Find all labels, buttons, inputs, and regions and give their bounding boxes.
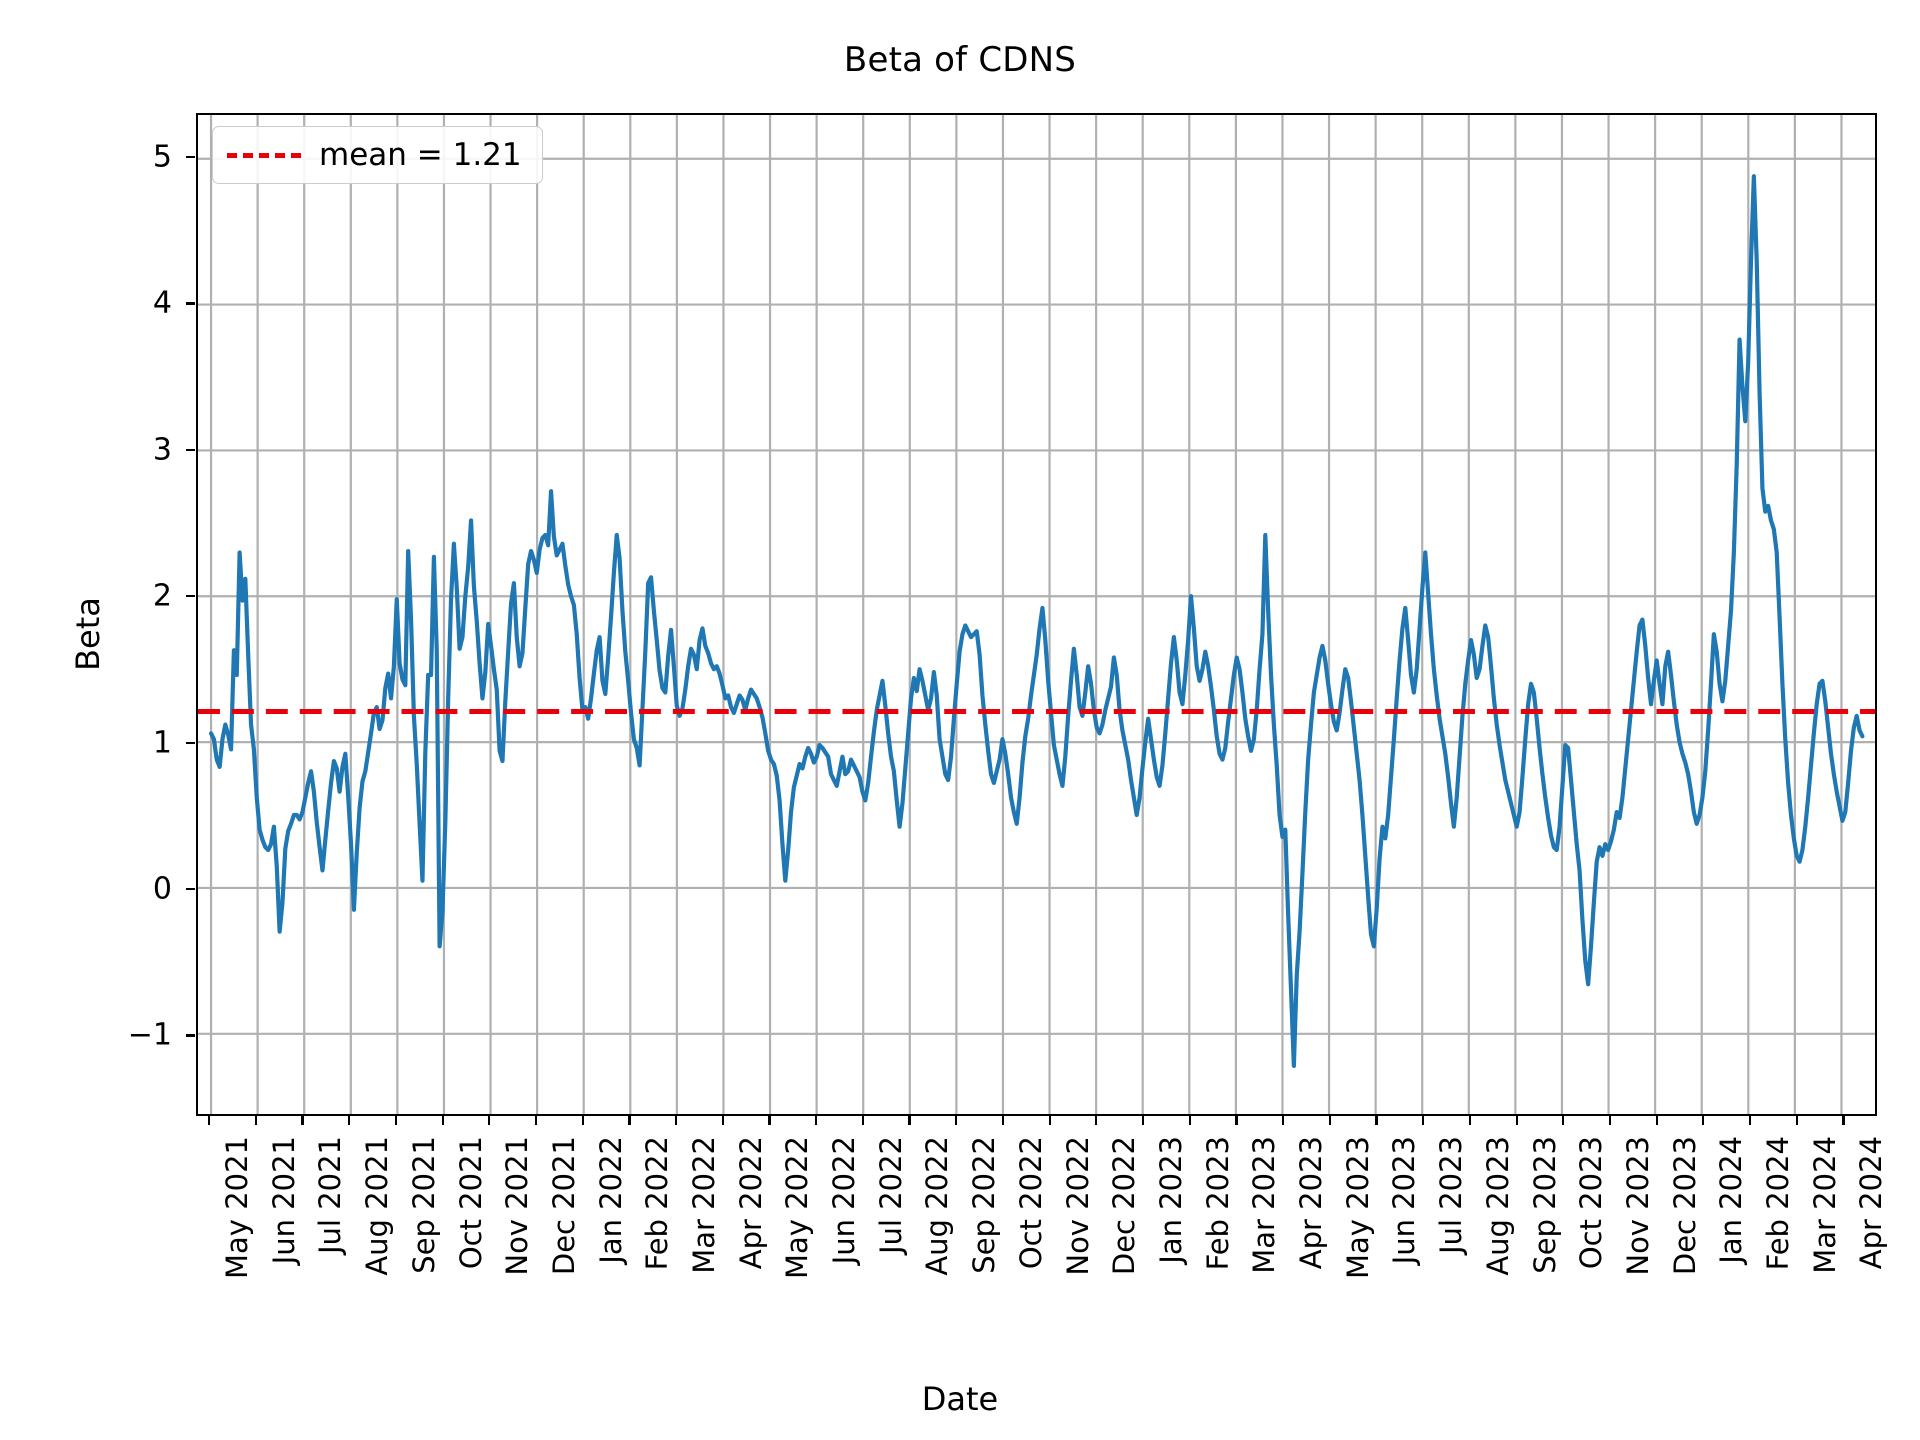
x-tick-label: Jul 2023 [1434, 1136, 1469, 1255]
x-tick-mark [815, 1116, 818, 1125]
x-tick-label: Oct 2023 [1574, 1136, 1609, 1270]
x-tick-mark [1188, 1116, 1191, 1125]
x-tick-label: Dec 2023 [1667, 1136, 1702, 1276]
x-tick-mark [1048, 1116, 1051, 1125]
x-tick-label: Dec 2022 [1107, 1136, 1142, 1276]
y-tick-label: 3 [152, 432, 172, 468]
x-tick-label: Apr 2024 [1854, 1136, 1889, 1270]
legend-label-mean: mean = 1.21 [319, 137, 522, 173]
x-tick-label: Sep 2021 [406, 1136, 441, 1274]
mean-reference-line [198, 708, 1875, 714]
x-tick-mark [1562, 1116, 1565, 1125]
y-tick-mark [186, 888, 195, 891]
x-tick-label: May 2022 [780, 1136, 815, 1279]
x-tick-mark [1282, 1116, 1285, 1125]
x-tick-label: May 2023 [1340, 1136, 1375, 1279]
x-tick-mark [1748, 1116, 1752, 1125]
y-tick-mark [186, 448, 195, 451]
y-tick-label: 5 [152, 139, 172, 175]
x-tick-label: Apr 2022 [733, 1136, 768, 1270]
x-tick-label: Oct 2022 [1013, 1136, 1048, 1270]
x-tick-mark [441, 1116, 444, 1125]
x-tick-label: Jan 2022 [593, 1136, 628, 1264]
x-tick-mark [721, 1116, 724, 1125]
x-tick-label: Feb 2024 [1760, 1136, 1795, 1271]
y-tick-mark [186, 1034, 195, 1037]
chart-legend: mean = 1.21 [212, 126, 543, 184]
x-tick-mark [534, 1116, 538, 1125]
x-tick-label: Jan 2024 [1714, 1136, 1749, 1264]
x-tick-label: Sep 2022 [967, 1136, 1002, 1274]
y-tick-mark [186, 595, 195, 598]
x-tick-label: Jul 2022 [873, 1136, 908, 1255]
x-tick-label: Aug 2023 [1480, 1136, 1515, 1276]
x-tick-label: Nov 2022 [1060, 1136, 1095, 1276]
x-tick-mark [1141, 1116, 1145, 1125]
x-tick-mark [1001, 1116, 1005, 1125]
x-tick-mark [1422, 1116, 1425, 1125]
x-tick-mark [1515, 1116, 1518, 1125]
x-tick-label: Jun 2022 [827, 1136, 862, 1265]
x-tick-label: Mar 2024 [1807, 1136, 1842, 1274]
x-tick-label: Nov 2023 [1620, 1136, 1655, 1276]
plot-area [196, 113, 1877, 1116]
x-tick-label: Dec 2021 [546, 1136, 581, 1276]
x-tick-label: Jun 2021 [266, 1136, 301, 1265]
x-tick-label: Oct 2021 [453, 1136, 488, 1270]
x-tick-label: Mar 2022 [687, 1136, 722, 1274]
x-tick-mark [1095, 1116, 1098, 1125]
x-tick-mark [1235, 1116, 1238, 1125]
chart-title: Beta of CDNS [843, 40, 1077, 80]
x-tick-mark [675, 1116, 678, 1125]
x-tick-label: May 2021 [220, 1136, 255, 1279]
x-tick-mark [1608, 1116, 1612, 1125]
x-tick-mark [394, 1116, 398, 1125]
x-tick-label: Aug 2022 [920, 1136, 955, 1276]
y-tick-label: −1 [127, 1017, 172, 1053]
x-tick-label: Nov 2021 [500, 1136, 535, 1276]
y-tick-mark [186, 302, 195, 305]
y-tick-label: 1 [152, 725, 172, 761]
x-axis-label: Date [921, 1380, 999, 1418]
x-tick-label: Apr 2023 [1294, 1136, 1329, 1270]
x-tick-mark [301, 1116, 304, 1125]
x-tick-mark [1328, 1116, 1331, 1125]
x-tick-mark [1655, 1116, 1658, 1125]
x-tick-mark [861, 1116, 864, 1125]
y-tick-label: 2 [152, 578, 172, 614]
x-tick-mark [955, 1116, 958, 1125]
x-tick-mark [1702, 1116, 1705, 1125]
beta-series-line [208, 174, 1865, 1068]
x-tick-mark [254, 1116, 257, 1125]
x-tick-label: Feb 2022 [640, 1136, 675, 1271]
mean-line-swatch-icon [227, 152, 301, 158]
x-tick-mark [768, 1116, 771, 1125]
x-tick-mark [628, 1116, 631, 1125]
x-tick-mark [1795, 1116, 1798, 1125]
x-tick-label: Jan 2023 [1153, 1136, 1188, 1264]
x-tick-mark [208, 1116, 211, 1125]
x-tick-mark [581, 1116, 584, 1125]
x-tick-label: Sep 2023 [1527, 1136, 1562, 1274]
x-tick-label: Aug 2021 [360, 1136, 395, 1276]
y-tick-label: 0 [152, 871, 172, 907]
x-tick-label: Jun 2023 [1387, 1136, 1422, 1265]
x-tick-label: Mar 2023 [1247, 1136, 1282, 1274]
x-tick-label: Feb 2023 [1200, 1136, 1235, 1271]
x-tick-mark [1375, 1116, 1378, 1125]
x-tick-mark [1468, 1116, 1471, 1125]
x-tick-label: Jul 2021 [313, 1136, 348, 1255]
y-tick-label: 4 [152, 285, 172, 321]
x-tick-mark [348, 1116, 351, 1125]
x-tick-mark [1842, 1116, 1845, 1125]
y-tick-mark [186, 155, 195, 159]
y-tick-mark [186, 741, 195, 744]
x-tick-mark [908, 1116, 911, 1125]
x-tick-mark [488, 1116, 491, 1125]
